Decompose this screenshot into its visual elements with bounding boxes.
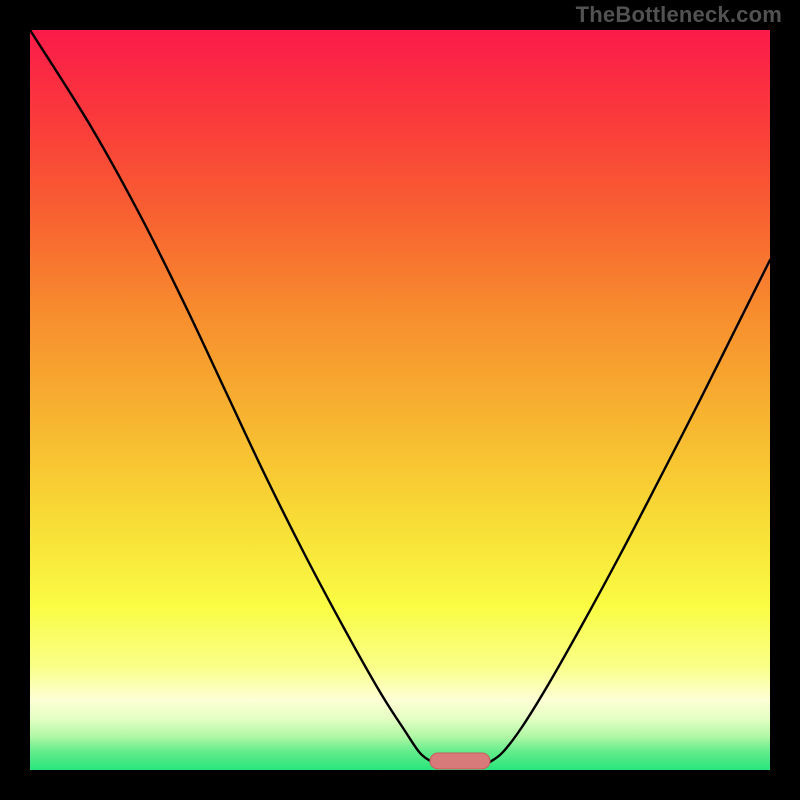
bottleneck-chart [0, 0, 800, 800]
chart-container: TheBottleneck.com [0, 0, 800, 800]
optimum-marker [430, 753, 490, 769]
plot-background [30, 30, 770, 770]
watermark-text: TheBottleneck.com [576, 2, 782, 28]
